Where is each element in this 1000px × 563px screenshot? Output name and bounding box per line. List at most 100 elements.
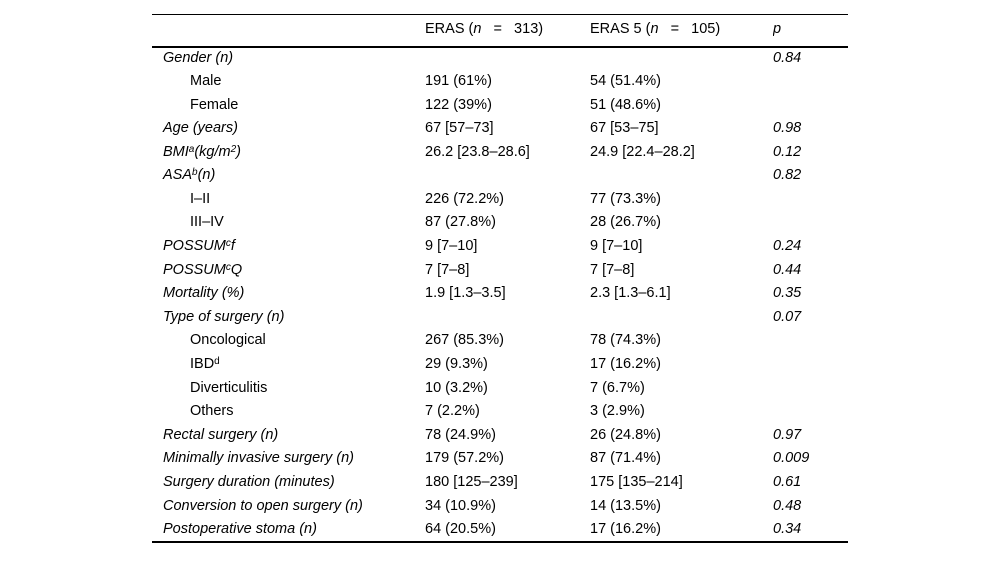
table-row: Female 122 (39%) 51 (48.6%) [152, 94, 848, 118]
header-p: p [773, 14, 848, 48]
cell-eras-value: 9 [7–10] [425, 238, 478, 255]
table-row: III–IV 87 (27.8%) 28 (26.7%) [152, 212, 848, 236]
cell-eras5-value: 3 (2.9%) [590, 403, 645, 420]
cell-p-value: 0.24 [773, 238, 802, 255]
italic-text-segment: n [473, 21, 482, 38]
text-segment: Mortality (%) [163, 285, 245, 302]
superscript-marker: c [225, 261, 231, 273]
cell-eras-value: 1.9 [1.3–3.5] [425, 285, 506, 302]
cell-eras-value: 226 (72.2%) [425, 190, 504, 207]
table-row: I–II 226 (72.2%) 77 (73.3%) [152, 188, 848, 212]
row-label: Female [152, 94, 425, 118]
table-row: Postoperative stoma (n) 64 (20.5%) 17 (16.… [152, 518, 848, 542]
text-segment: Oncological [190, 332, 266, 349]
table-body: Gender (n) 0.84 Male 191 (61%) 54 (51.4%) Fem… [152, 47, 848, 542]
cell-eras-value: 122 (39%) [425, 96, 492, 113]
text-segment: POSSUM [163, 261, 226, 278]
text-segment: Gender (n) [163, 49, 234, 66]
clinical-comparison-table: ERAS (n = 313) ERAS 5 (n = 105) p Gender… [152, 14, 848, 543]
cell-eras-value: 78 (24.9%) [425, 426, 496, 443]
cell-eras-value: 34 (10.9%) [425, 497, 496, 514]
cell-eras5-value: 78 (74.3%) [590, 332, 661, 349]
cell-eras5-value: 2.3 [1.3–6.1] [590, 285, 671, 302]
cell-p-value: 0.82 [773, 167, 802, 184]
cell-p-value: 0.48 [773, 497, 802, 514]
text-segment: f [230, 238, 235, 255]
row-label: I–II [152, 188, 425, 212]
cell-eras-value: 64 (20.5%) [425, 520, 496, 537]
cell-p-value [773, 70, 848, 94]
row-label: Oncological [152, 330, 425, 354]
superscript-marker: b [192, 167, 198, 179]
cell-eras5-value: 67 [53–75] [590, 120, 659, 137]
text-segment: III–IV [190, 214, 224, 231]
superscript-marker: 2 [230, 143, 237, 155]
text-segment: Conversion to open surgery (n) [163, 497, 363, 514]
cell-eras5-value: 7 (6.7%) [590, 379, 645, 396]
cell-eras5-value: 17 (16.2%) [590, 520, 661, 537]
text-segment: I–II [190, 190, 211, 207]
text-segment: Male [190, 72, 222, 89]
cell-p-value [773, 377, 848, 401]
cell-eras5-value: 9 [7–10] [590, 238, 643, 255]
cell-eras5-value [590, 164, 773, 188]
text-segment: (kg/m [194, 143, 231, 160]
text-segment: = 313) [481, 21, 544, 38]
row-label: POSSUMcf [152, 235, 425, 259]
row-label: Conversion to open surgery (n) [152, 495, 425, 519]
table-row: Minimally invasive surgery (n) 179 (57.2%… [152, 448, 848, 472]
text-segment: Type of surgery (n) [163, 308, 285, 325]
text-segment: Minimally invasive surgery (n) [163, 450, 354, 467]
cell-eras5-value: 28 (26.7%) [590, 214, 661, 231]
text-segment: Female [190, 96, 239, 113]
text-segment: Postoperative stoma (n) [163, 520, 317, 537]
cell-eras5-value [590, 306, 773, 330]
cell-eras-value: 87 (27.8%) [425, 214, 496, 231]
table-row: POSSUMcf 9 [7–10] 9 [7–10] 0.24 [152, 235, 848, 259]
cell-eras5-value: 77 (73.3%) [590, 190, 661, 207]
row-label: Rectal surgery (n) [152, 424, 425, 448]
cell-eras-value: 29 (9.3%) [425, 356, 488, 373]
cell-p-value: 0.61 [773, 474, 802, 491]
table-row: Type of surgery (n) 0.07 [152, 306, 848, 330]
cell-eras-value [425, 47, 590, 71]
cell-eras5-value: 87 (71.4%) [590, 450, 661, 467]
superscript-marker: c [225, 238, 231, 250]
cell-eras-value: 7 [7–8] [425, 261, 470, 278]
header-label-col [152, 14, 425, 48]
text-segment: Q [230, 261, 243, 278]
text-segment: Rectal surgery (n) [163, 426, 279, 443]
row-label: IBDd [152, 353, 425, 377]
table-row: Mortality (%) 1.9 [1.3–3.5] 2.3 [1.3–6.1] 0… [152, 282, 848, 306]
text-segment: ) [236, 143, 241, 160]
cell-eras-value [425, 306, 590, 330]
cell-p-value: 0.07 [773, 308, 802, 325]
cell-p-value [773, 400, 848, 424]
cell-eras-value: 10 (3.2%) [425, 379, 488, 396]
cell-eras-value: 191 (61%) [425, 72, 492, 89]
table-row: BMIa(kg/m2) 26.2 [23.8–28.6] 24.9 [22.4–28… [152, 141, 848, 165]
row-label: Age (years) [152, 117, 425, 141]
row-label: Surgery duration (minutes) [152, 471, 425, 495]
header-eras: ERAS (n = 313) [425, 14, 590, 48]
cell-eras5-value: 7 [7–8] [590, 261, 635, 278]
cell-p-value: 0.98 [773, 120, 802, 137]
italic-text-segment: n [650, 21, 659, 38]
cell-eras-value: 26.2 [23.8–28.6] [425, 143, 530, 160]
cell-eras5-value: 51 (48.6%) [590, 96, 661, 113]
cell-eras-value [425, 164, 590, 188]
superscript-marker: d [214, 356, 220, 368]
text-segment: Surgery duration (minutes) [163, 474, 335, 491]
row-label: Others [152, 400, 425, 424]
cell-p-value: 0.44 [773, 261, 802, 278]
superscript-marker: a [188, 143, 195, 155]
cell-p-value: 0.12 [773, 143, 802, 160]
table-row: Oncological 267 (85.3%) 78 (74.3%) [152, 330, 848, 354]
row-label: Male [152, 70, 425, 94]
row-label: Type of surgery (n) [152, 306, 425, 330]
row-label: BMIa(kg/m2) [152, 141, 425, 165]
cell-eras5-value: 14 (13.5%) [590, 497, 661, 514]
table-row: Conversion to open surgery (n) 34 (10.9%)… [152, 495, 848, 519]
cell-p-value [773, 94, 848, 118]
text-segment: Others [190, 403, 234, 420]
